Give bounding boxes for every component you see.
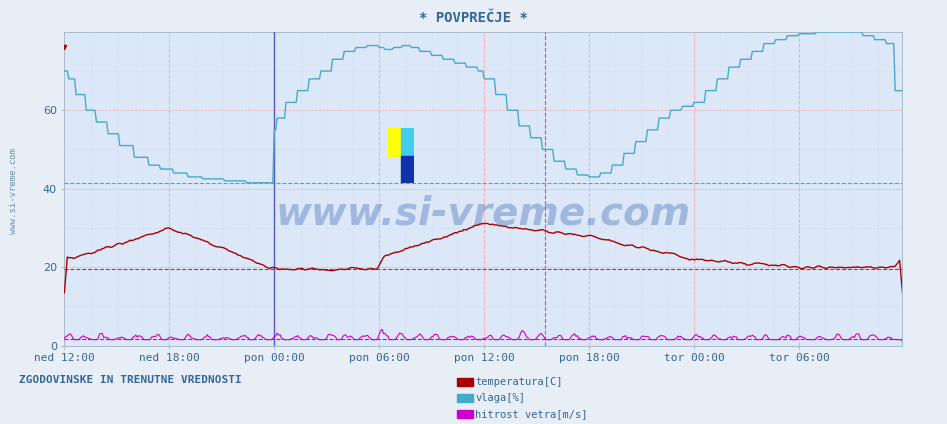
Text: www.si-vreme.com: www.si-vreme.com (276, 195, 691, 233)
Bar (387, 128, 401, 156)
Text: www.si-vreme.com: www.si-vreme.com (9, 148, 19, 234)
Text: ZGODOVINSKE IN TRENUTNE VREDNOSTI: ZGODOVINSKE IN TRENUTNE VREDNOSTI (19, 375, 241, 385)
Bar (401, 128, 414, 156)
Text: vlaga[%]: vlaga[%] (475, 393, 526, 403)
Text: * POVPREČJE *: * POVPREČJE * (420, 11, 527, 25)
Bar (401, 156, 414, 183)
Text: hitrost vetra[m/s]: hitrost vetra[m/s] (475, 409, 588, 419)
Text: temperatura[C]: temperatura[C] (475, 377, 563, 387)
